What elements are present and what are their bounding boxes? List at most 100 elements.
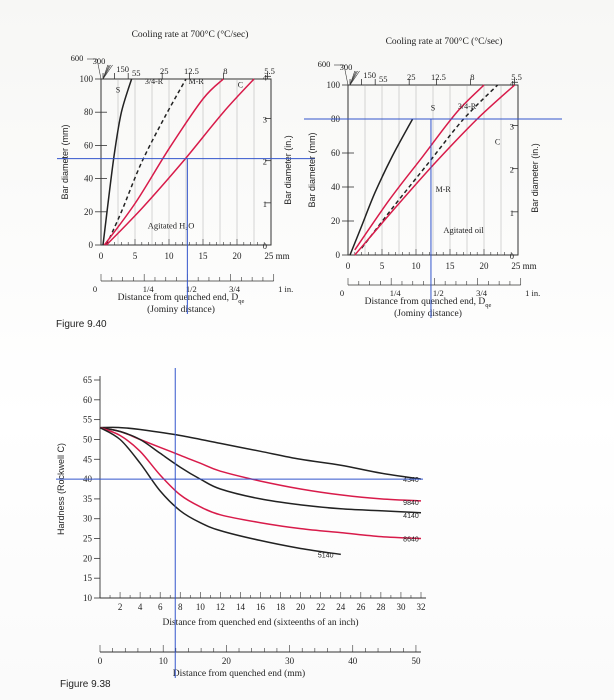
hardness-y-axis-title: Hardness (Rockwell C) <box>56 443 66 535</box>
water-rate-label: 300 <box>93 56 106 66</box>
hardness-x-tick-label: 16 <box>256 602 266 612</box>
water-curve-label: 3/4-R <box>145 77 164 86</box>
oil-x-mm-tick-label: 5 <box>380 261 385 271</box>
water-y-in-tick-label: 3 <box>263 115 267 125</box>
figure-9-38-label: Figure 9.38 <box>60 679 111 690</box>
hardness-curve-4340 <box>99 426 422 480</box>
water-rate-600-label: 600 <box>71 53 84 63</box>
water-y-mm-tick-label: 60 <box>84 140 94 150</box>
water-x-mm-tick-label: 10 <box>165 251 175 261</box>
water-curve-M-R <box>103 78 224 246</box>
hardness-x-tick-label: 12 <box>216 602 225 612</box>
oil-y-in-tick-label: 2 <box>510 165 514 175</box>
oil-rate-fan <box>349 70 360 86</box>
oil-curve-3-4-R <box>361 84 499 249</box>
hardness-y-tick-label: 60 <box>83 395 93 405</box>
hardness-series-label: 4340 <box>403 477 419 484</box>
water-y-axis-title-right: Bar diameter (in.) <box>283 135 293 205</box>
water-curve-label: S <box>116 85 120 94</box>
hardness-x-tick-label: 8 <box>178 602 183 612</box>
oil-rate-label: 55 <box>379 74 388 84</box>
hardness-mm-tick-label: 30 <box>285 656 295 666</box>
oil-y-mm-tick-label: 100 <box>327 80 341 90</box>
water-x-in-tick-label: 0 <box>93 284 97 294</box>
oil-x-mm-tick-label: 0 <box>346 261 351 271</box>
oil-y-in-tick-label: 0 <box>510 251 514 261</box>
oil-rate-label: 150 <box>363 70 376 80</box>
water-x-in-tick-label: 1 in. <box>278 284 293 294</box>
hardness-y-tick-label: 20 <box>83 553 93 563</box>
water-x-mm-tick-label: 5 <box>133 251 138 261</box>
hardness-y-tick-label: 45 <box>83 454 93 464</box>
water-y-mm-tick-label: 20 <box>84 207 94 217</box>
oil-rate-600-lead <box>343 64 349 86</box>
oil-y-mm-tick-label: 0 <box>336 250 341 260</box>
hardness-mm-tick-label: 20 <box>222 656 232 666</box>
hardness-x-tick-label: 26 <box>356 602 366 612</box>
water-rate-label: 5.5 <box>264 66 275 76</box>
water-x-mm-tick-label: 20 <box>233 251 243 261</box>
water-rate-label: 8 <box>223 66 227 76</box>
hardness-x-axis-title: Distance from quenched end (sixteenths o… <box>162 617 358 628</box>
water-x-mm-tick-label: 25 mm <box>264 251 289 261</box>
water-x-in-tick-label: 1/2 <box>186 284 197 294</box>
hardness-mm-tick-label: 0 <box>98 656 103 666</box>
oil-x-axis-subtitle: (Jominy distance) <box>394 308 462 319</box>
hardness-x-tick-label: 30 <box>396 602 406 612</box>
water-y-mm-tick-label: 100 <box>80 74 94 84</box>
hardness-x-tick-label: 10 <box>196 602 206 612</box>
oil-y-axis-title-right: Bar diameter (in.) <box>530 143 540 213</box>
oil-x-mm-tick-label: 10 <box>412 261 422 271</box>
hardness-y-tick-label: 10 <box>83 593 93 603</box>
water-curve-3-4-R <box>105 78 187 246</box>
oil-y-in-tick-label: 1 <box>510 208 514 218</box>
hardness-y-tick-label: 25 <box>83 534 93 544</box>
water-x-in-tick-label: 1/4 <box>143 284 155 294</box>
oil-rate-label: 12.5 <box>431 72 446 82</box>
oil-x-mm-tick-label: 20 <box>480 261 490 271</box>
hardness-mm-axis-title: Distance from quenched end (mm) <box>173 668 305 679</box>
water-y-in-tick-label: 0 <box>263 241 267 251</box>
figure-9-40-label: Figure 9.40 <box>56 319 107 330</box>
hardness-curve-8640 <box>99 426 422 540</box>
hardness-x-tick-label: 22 <box>316 602 325 612</box>
water-x-in-tick-label: 3/4 <box>229 284 241 294</box>
hardness-y-tick-label: 30 <box>83 514 93 524</box>
hardness-x-tick-label: 14 <box>236 602 246 612</box>
oil-x-in-tick-label: 0 <box>340 288 344 298</box>
water-curve-C <box>105 78 255 246</box>
hardness-x-tick-label: 24 <box>336 602 346 612</box>
oil-curve-C <box>354 84 516 256</box>
water-y-mm-tick-label: 0 <box>89 240 94 250</box>
water-curve-S <box>102 78 133 246</box>
water-title: Cooling rate at 700°C (°C/sec) <box>132 29 249 40</box>
oil-curve-label: 3/4-R <box>458 102 477 111</box>
oil-y-in-tick-label: 4 <box>510 78 515 88</box>
hardness-y-tick-label: 55 <box>83 415 93 425</box>
hardness-curve-4140 <box>99 426 422 514</box>
water-rate-label: 150 <box>116 64 129 74</box>
oil-x-in-tick-label: 3/4 <box>476 288 488 298</box>
water-y-axis-title-left: Bar diameter (mm) <box>60 124 70 199</box>
hardness-series-label: 5140 <box>318 552 334 559</box>
water-y-in-tick-label: 2 <box>263 157 267 167</box>
hardness-x-tick-label: 18 <box>276 602 286 612</box>
water-rate-label: 25 <box>160 66 169 76</box>
water-y-in-tick-label: 4 <box>263 72 268 82</box>
oil-curve-M-R <box>354 84 485 251</box>
hardness-y-tick-label: 50 <box>83 434 93 444</box>
oil-rate-label: 300 <box>340 62 353 72</box>
hardness-series-label: 9840 <box>403 500 419 507</box>
oil-x-mm-tick-label: 25 mm <box>511 261 536 271</box>
water-rate-600-lead <box>96 58 102 80</box>
water-medium-label: Agitated H₂O <box>148 220 195 230</box>
hardness-mm-tick-label: 50 <box>411 656 421 666</box>
water-x-axis-title: Distance from quenched end, Dqe <box>118 292 245 305</box>
oil-curve-label: M-R <box>436 185 452 194</box>
oil-x-mm-tick-label: 15 <box>446 261 456 271</box>
hardness-y-tick-label: 65 <box>83 375 93 385</box>
hardness-x-tick-label: 28 <box>376 602 386 612</box>
oil-y-axis-title-left: Bar diameter (mm) <box>307 132 317 207</box>
oil-curve-label: C <box>495 138 500 147</box>
